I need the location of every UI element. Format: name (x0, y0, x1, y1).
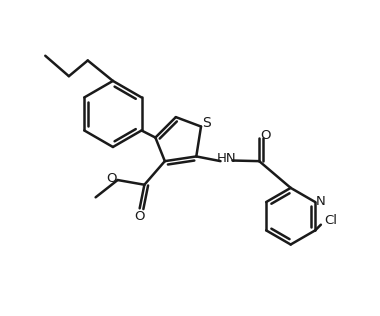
Text: HN: HN (216, 151, 236, 165)
Text: O: O (135, 210, 145, 223)
Text: Cl: Cl (324, 215, 337, 228)
Text: S: S (202, 116, 211, 130)
Text: O: O (106, 172, 117, 185)
Text: N: N (316, 195, 326, 208)
Text: O: O (260, 129, 271, 142)
